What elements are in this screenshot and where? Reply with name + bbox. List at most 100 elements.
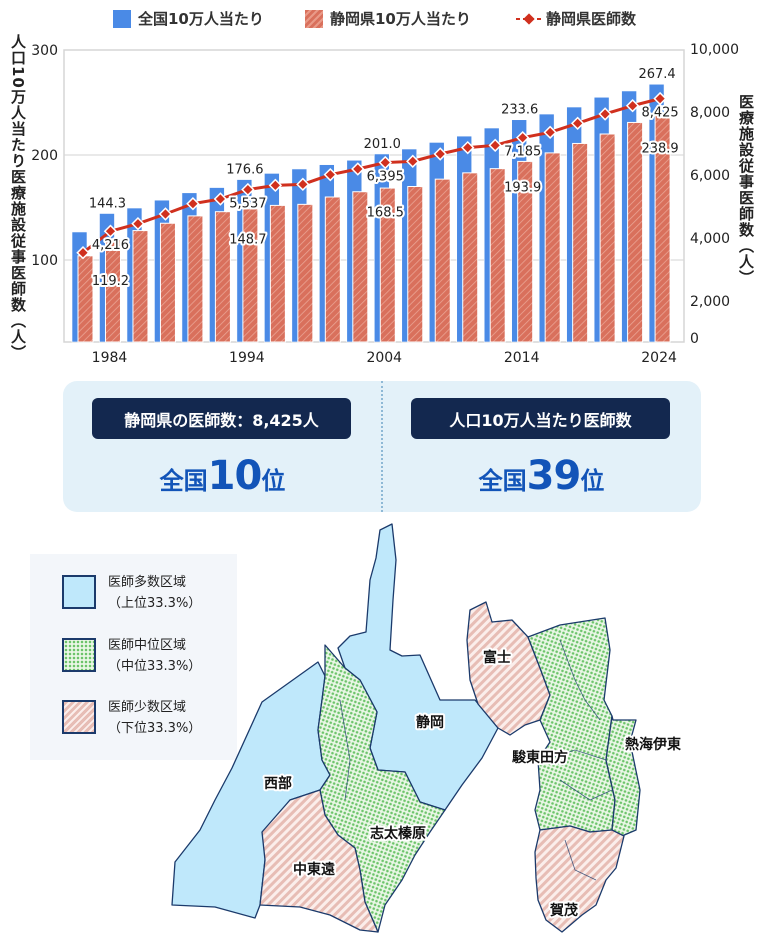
legend-swatch-many bbox=[62, 575, 96, 609]
legend-swatch-mid bbox=[62, 638, 96, 672]
data-label-pref: 168.5 bbox=[367, 206, 404, 221]
bar-pref bbox=[517, 160, 534, 343]
point-doctor-count bbox=[433, 147, 447, 161]
summary-panel: 静岡県の医師数：8,425人 全国10位 人口10万人当たり医師数 全国39位 bbox=[63, 381, 701, 512]
per-capita-badge: 人口10万人当たり医師数 bbox=[411, 398, 670, 439]
rank-suffix: 位 bbox=[261, 467, 286, 495]
y-right-axis-title: 医療施設従事医師数（人） bbox=[737, 94, 755, 286]
y-right-tick-label: 8,000 bbox=[690, 105, 730, 121]
data-label-count: 6,395 bbox=[367, 170, 404, 185]
rank-prefix: 全国 bbox=[478, 467, 527, 495]
data-label-count: 5,537 bbox=[229, 197, 266, 212]
region-suntotagata[interactable] bbox=[527, 617, 616, 833]
y-right-tick-label: 0 bbox=[690, 331, 699, 347]
legend-swatch-national bbox=[113, 9, 131, 28]
bar-pref bbox=[489, 168, 506, 343]
legend-text: （下位33.3%） bbox=[108, 721, 202, 736]
region-nakatoen[interactable] bbox=[259, 789, 379, 933]
point-doctor-count bbox=[158, 207, 173, 221]
bar-pref bbox=[544, 152, 561, 343]
per-capita-rank: 全国39位 bbox=[382, 453, 701, 499]
y-left-tick-label: 200 bbox=[31, 148, 58, 164]
point-doctor-count bbox=[186, 196, 200, 211]
y-left-tick-label: 300 bbox=[31, 43, 58, 59]
legend-pref: 静岡県10万人当たり bbox=[305, 8, 471, 29]
y-right-tick-label: 10,000 bbox=[690, 42, 739, 58]
point-doctor-count bbox=[515, 130, 530, 145]
point-doctor-count bbox=[213, 192, 228, 206]
doctor-count-rank: 全国10位 bbox=[63, 453, 382, 499]
data-label-pref: 119.2 bbox=[92, 274, 129, 289]
y-left-axis-title: 人口10万人当たり医療施設従事医師数（人） bbox=[9, 34, 27, 361]
point-doctor-count bbox=[351, 162, 365, 176]
rank-prefix: 全国 bbox=[159, 467, 208, 495]
data-label-national: 176.6 bbox=[226, 163, 263, 178]
point-doctor-count bbox=[488, 138, 502, 153]
bar-pref bbox=[599, 133, 616, 343]
data-label-pref: 193.9 bbox=[504, 181, 541, 196]
legend-swatch-pref bbox=[305, 9, 323, 28]
bar-pref bbox=[627, 121, 644, 343]
data-label-count: 4,216 bbox=[92, 238, 129, 253]
legend-text: （中位33.3%） bbox=[108, 659, 202, 674]
point-doctor-count bbox=[241, 182, 255, 197]
bar-pref bbox=[104, 239, 121, 343]
rank-number: 10 bbox=[207, 453, 263, 499]
data-label-pref: 148.7 bbox=[229, 233, 266, 248]
point-doctor-count bbox=[378, 155, 392, 170]
bar-pref bbox=[324, 196, 341, 343]
bar-pref bbox=[242, 208, 259, 343]
point-doctor-count bbox=[625, 98, 640, 113]
bar-pref bbox=[297, 203, 314, 343]
legend-label: 全国10万人当たり bbox=[138, 10, 264, 28]
bar-pref bbox=[132, 230, 149, 343]
x-tick-label: 2024 bbox=[641, 350, 677, 366]
point-doctor-count bbox=[598, 107, 612, 121]
y-right-tick-label: 6,000 bbox=[690, 168, 730, 184]
legend-text: 医師中位区域 bbox=[108, 638, 187, 653]
data-label-national: 201.0 bbox=[364, 137, 401, 152]
legend-text: 医師少数区域 bbox=[108, 700, 187, 715]
legend-label: 静岡県10万人当たり bbox=[330, 10, 471, 28]
y-right-tick-label: 4,000 bbox=[690, 231, 730, 247]
panel-divider bbox=[381, 381, 383, 512]
map-legend-many: 医師多数区域 （上位33.3%） bbox=[62, 575, 201, 614]
map-legend-few: 医師少数区域 （下位33.3%） bbox=[62, 700, 201, 739]
bar-pref bbox=[159, 222, 176, 343]
legend-national: 全国10万人当たり bbox=[113, 8, 264, 29]
x-tick-label: 2004 bbox=[366, 350, 402, 366]
legend-label: 静岡県医師数 bbox=[546, 10, 637, 28]
legend-text: （上位33.3%） bbox=[108, 596, 202, 611]
rank-suffix: 位 bbox=[580, 467, 605, 495]
data-label-national: 233.6 bbox=[501, 103, 538, 118]
line-doctor-count bbox=[82, 97, 661, 254]
bar-pref bbox=[572, 142, 589, 343]
data-label-count: 8,425 bbox=[641, 106, 678, 121]
legend-count: 静岡県医師数 bbox=[516, 8, 636, 29]
bar-pref bbox=[352, 191, 369, 343]
point-doctor-count bbox=[268, 178, 283, 193]
bar-pref bbox=[269, 204, 286, 343]
point-doctor-count bbox=[323, 167, 338, 182]
x-tick-label: 1994 bbox=[229, 350, 265, 366]
map-legend: 医師多数区域 （上位33.3%） 医師中位区域 （中位33.3%） 医師少数区域 （下… bbox=[30, 554, 237, 760]
data-label-pref: 238.9 bbox=[641, 142, 678, 157]
bar-pref bbox=[77, 255, 94, 343]
point-doctor-count bbox=[570, 116, 585, 131]
point-doctor-count bbox=[296, 177, 310, 192]
bar-pref bbox=[434, 178, 451, 343]
point-doctor-count bbox=[543, 125, 557, 140]
y-right-tick-label: 2,000 bbox=[690, 294, 730, 310]
x-tick-label: 2014 bbox=[504, 350, 540, 366]
bar-pref bbox=[379, 187, 396, 343]
data-label-national: 144.3 bbox=[89, 196, 126, 211]
region-kamo[interactable] bbox=[534, 825, 625, 933]
legend-text: 医師多数区域 bbox=[108, 575, 187, 590]
point-doctor-count bbox=[76, 245, 90, 260]
map-legend-mid: 医師中位区域 （中位33.3%） bbox=[62, 638, 201, 677]
y-left-tick-label: 100 bbox=[31, 253, 58, 269]
chart: 300 200 100 10,000 8,000 6,000 4,000 2,000 0 1984… bbox=[31, 42, 739, 366]
rank-number: 39 bbox=[526, 453, 582, 499]
legend-line-diamond-icon bbox=[516, 12, 542, 25]
point-doctor-count bbox=[406, 154, 420, 169]
